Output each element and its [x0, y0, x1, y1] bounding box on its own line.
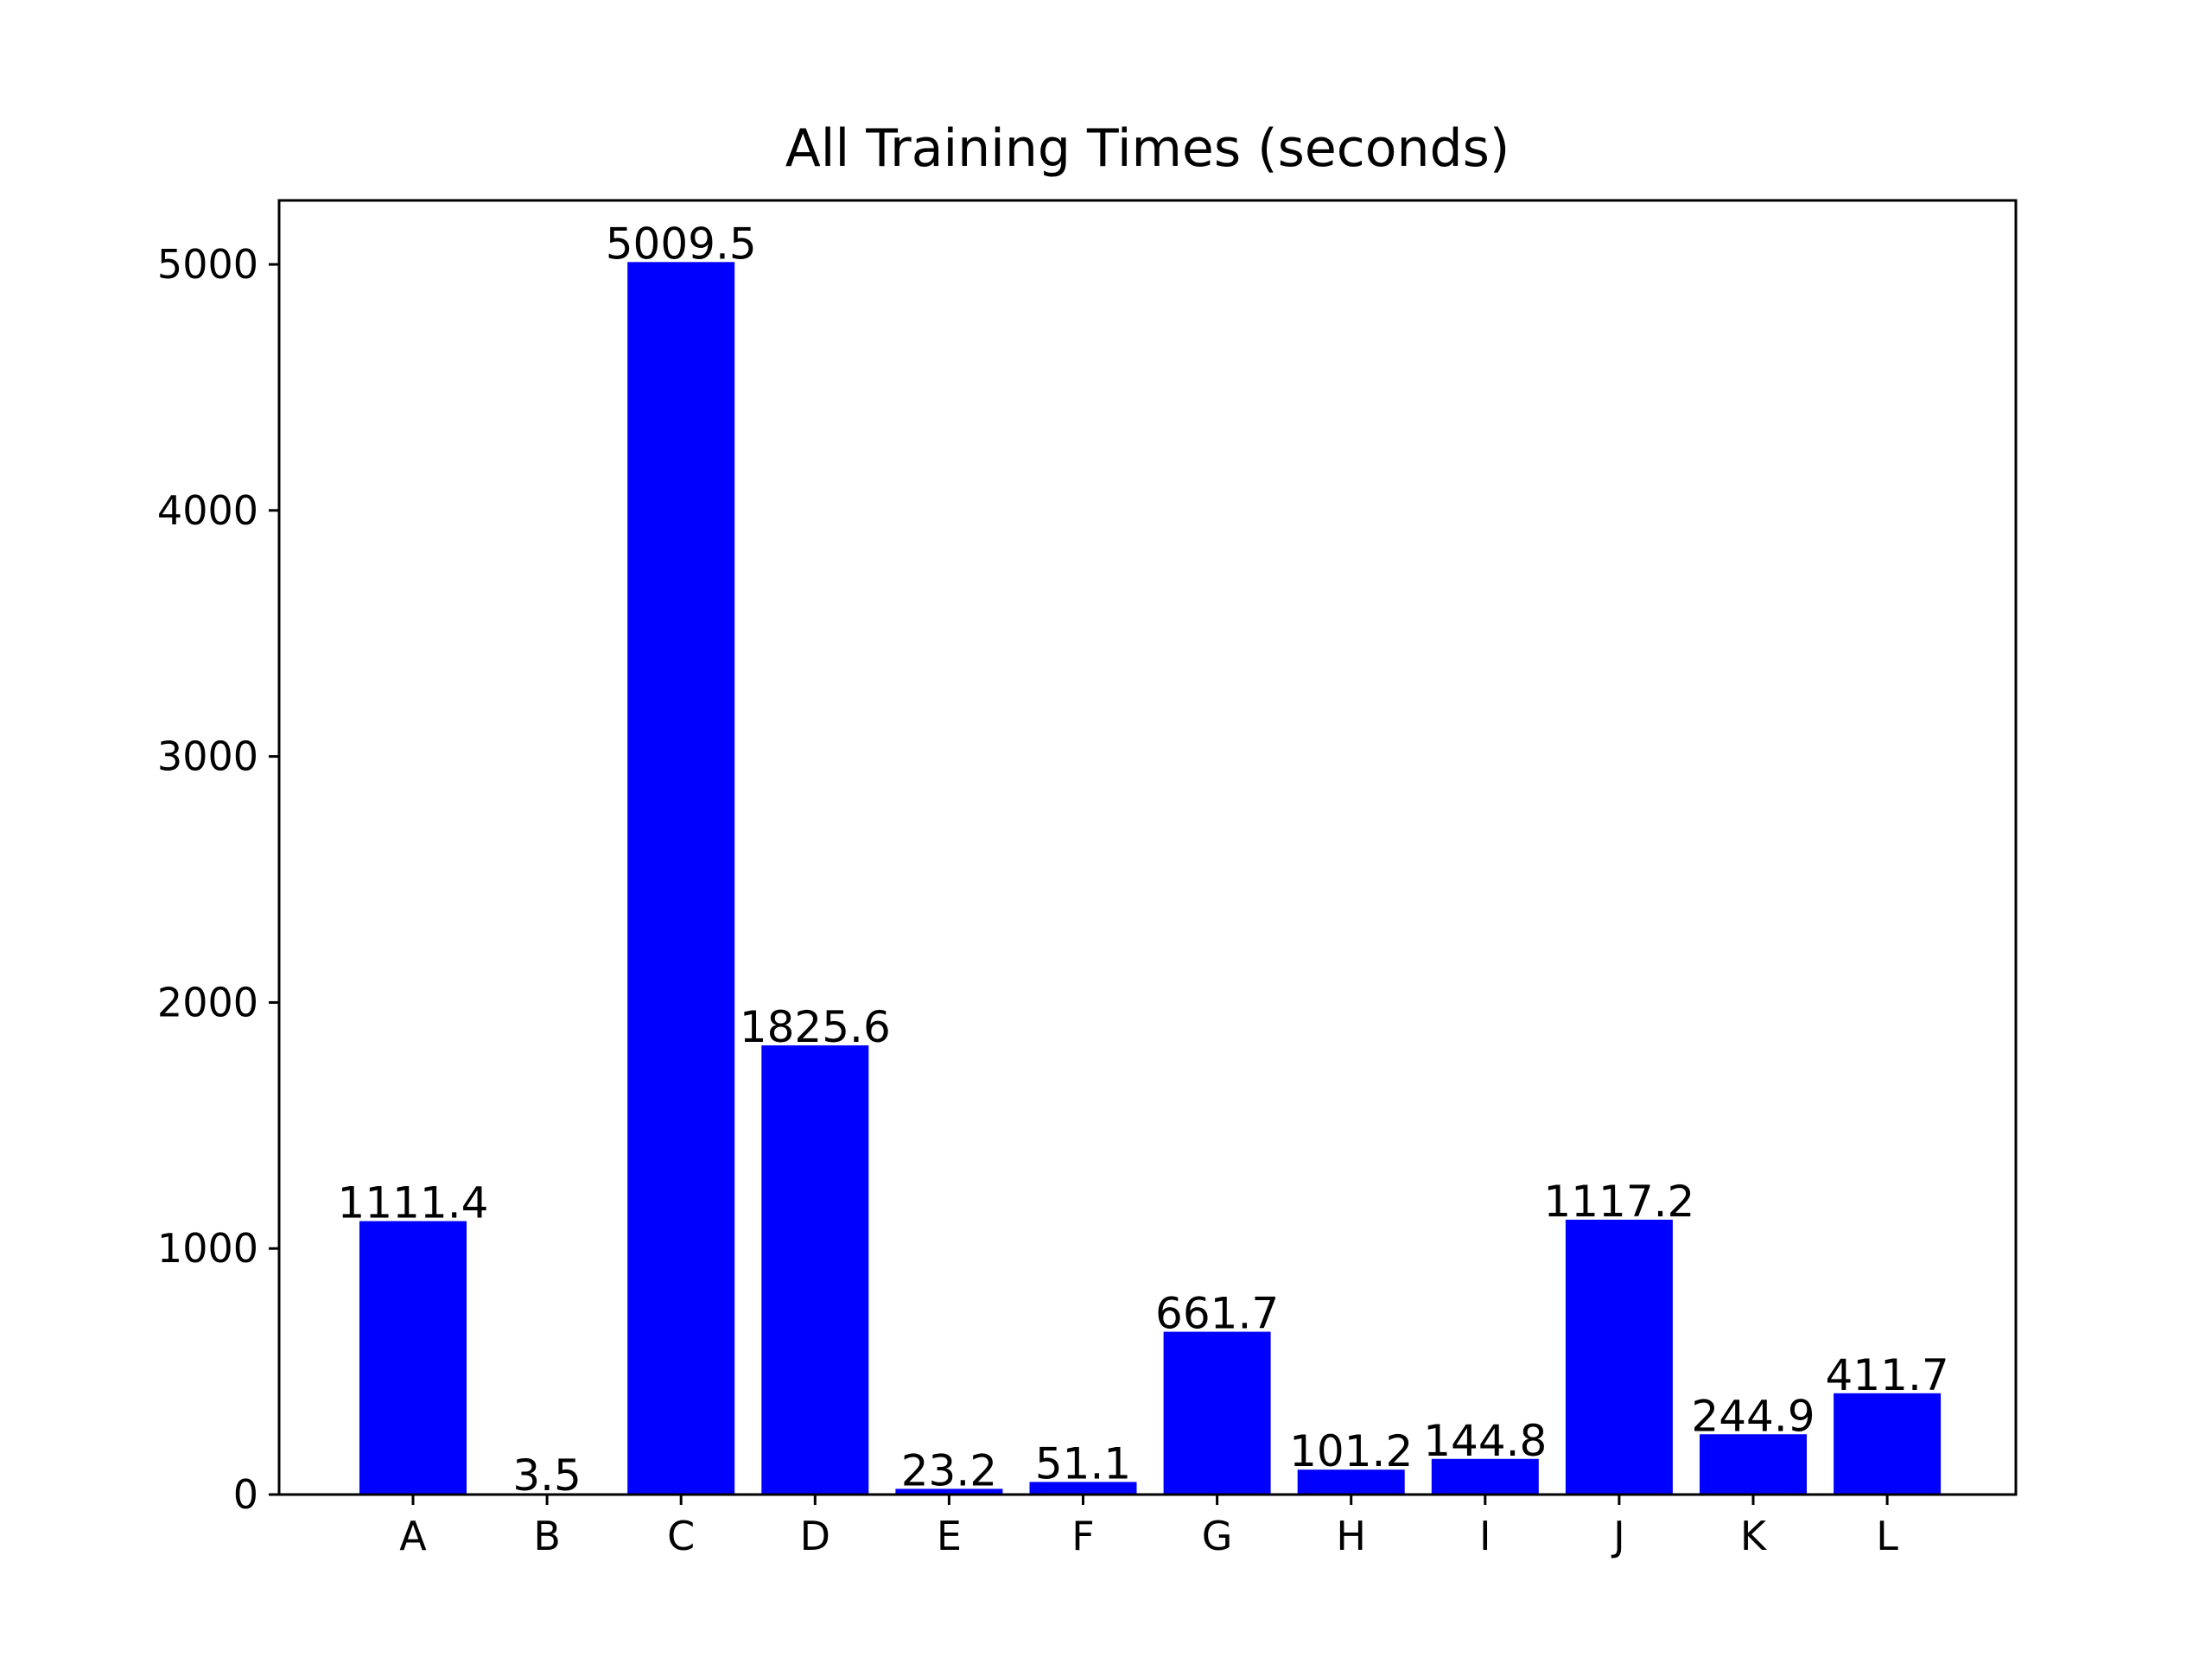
- data-label-I: 144.8: [1423, 1416, 1547, 1466]
- data-label-G: 661.7: [1155, 1289, 1279, 1339]
- data-label-L: 411.7: [1826, 1350, 1949, 1400]
- data-label-A: 1111.4: [338, 1177, 489, 1228]
- y-tick-label: 1000: [157, 1225, 258, 1272]
- bar-F: [1029, 1482, 1137, 1495]
- bar-A: [359, 1221, 467, 1495]
- x-tick-label-I: I: [1479, 1513, 1491, 1559]
- data-label-B: 3.5: [512, 1450, 582, 1501]
- x-tick-label-B: B: [533, 1513, 561, 1559]
- bar-D: [761, 1045, 869, 1495]
- x-tick-label-H: H: [1336, 1513, 1366, 1559]
- bar-L: [1834, 1393, 1942, 1495]
- x-tick-label-G: G: [1202, 1513, 1233, 1559]
- bar-E: [895, 1488, 1003, 1495]
- x-tick-label-J: J: [1611, 1513, 1625, 1559]
- x-tick-label-K: K: [1740, 1513, 1768, 1559]
- data-label-J: 1117.2: [1543, 1177, 1694, 1227]
- chart-title: All Training Times (seconds): [785, 118, 1510, 179]
- data-label-F: 51.1: [1035, 1438, 1131, 1488]
- bar-G: [1163, 1331, 1271, 1495]
- y-tick-label: 5000: [157, 241, 258, 288]
- y-tick-label: 0: [233, 1471, 258, 1518]
- data-label-C: 5009.5: [606, 219, 757, 269]
- x-tick-label-L: L: [1876, 1513, 1898, 1559]
- y-tick-label: 3000: [157, 733, 258, 780]
- data-label-H: 101.2: [1289, 1426, 1413, 1476]
- bar-H: [1297, 1469, 1405, 1495]
- bar-K: [1700, 1434, 1807, 1495]
- x-tick-label-D: D: [800, 1513, 830, 1559]
- data-label-D: 1825.6: [740, 1002, 891, 1052]
- bar-C: [627, 262, 735, 1495]
- plot-frame: [277, 199, 2018, 1496]
- bar-J: [1565, 1219, 1673, 1495]
- x-tick-label-F: F: [1071, 1513, 1094, 1559]
- axes-layer: 0 1000 2000 3000 4000 5000 A B C D E F G H I J K L: [157, 199, 2018, 1559]
- x-tick-label-E: E: [937, 1513, 962, 1559]
- data-label-K: 244.9: [1691, 1391, 1815, 1441]
- bar-I: [1431, 1458, 1539, 1495]
- y-tick-label: 4000: [157, 487, 258, 534]
- data-label-E: 23.2: [901, 1445, 997, 1495]
- x-tick-label-A: A: [399, 1513, 427, 1559]
- bars-layer: [359, 262, 1942, 1495]
- y-tick-label: 2000: [157, 979, 258, 1025]
- x-tick-label-C: C: [667, 1513, 695, 1559]
